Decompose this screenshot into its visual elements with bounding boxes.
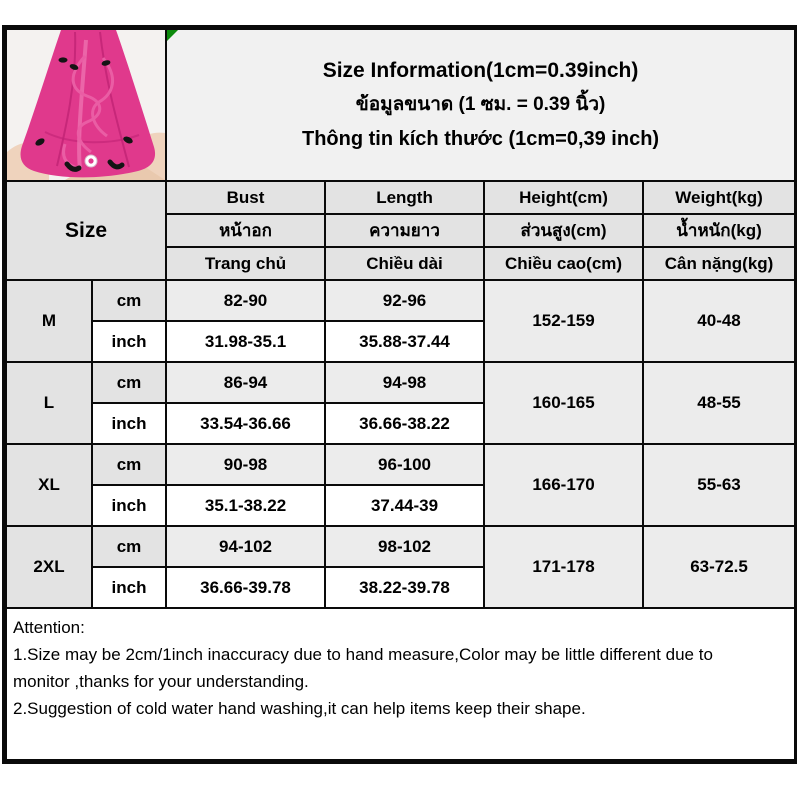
length-inch-2xl: 38.22-39.78 [324,566,486,609]
weight-m: 40-48 [642,279,797,363]
unit-label-inch: inch [90,566,168,609]
title-thai: ข้อมูลขนาด (1 ซม. = 0.39 นิ้ว) [355,94,606,115]
header-row-vi: Trang chủ Chiều dài Chiều cao(cm) Cân nặ… [6,246,797,281]
bust-cm-m: 82-90 [165,279,327,322]
bust-cm-l: 86-94 [165,361,327,404]
size-chart-sheet: Size Information(1cm=0.39inch) ข้อมูลขนา… [2,25,797,764]
unit-label-inch: inch [90,484,168,527]
col-header-weight-en: Weight(kg) [642,180,797,215]
attention-note: Attention: 1.Size may be 2cm/1inch inacc… [4,607,797,761]
col-header-length-vi: Chiều dài [324,246,486,281]
size-header: Size [4,180,168,281]
col-header-bust-en: Bust [165,180,327,215]
length-cm-xl: 96-100 [324,443,486,486]
weight-l: 48-55 [642,361,797,445]
size-label-m: M [5,279,93,363]
table-row-xl-inch: inch 35.1-38.22 37.44-39 [6,484,795,527]
bust-inch-m: 31.98-35.1 [165,320,327,363]
length-cm-l: 94-98 [324,361,486,404]
attention-row: Attention: 1.Size may be 2cm/1inch inacc… [4,607,797,761]
attention-line: 2.Suggestion of cold water hand washing,… [13,699,586,718]
length-inch-l: 36.66-38.22 [324,402,486,445]
col-header-height-th: ส่วนสูง(cm) [483,213,645,248]
header-row-th: หน้าอก ความยาว ส่วนสูง(cm) น้ำหนัก(kg) [6,213,797,248]
col-header-height-vi: Chiều cao(cm) [483,246,645,281]
title-row: Size Information(1cm=0.39inch) ข้อมูลขนา… [4,28,797,182]
unit-label-cm: cm [90,279,168,322]
height-2xl: 171-178 [483,525,645,609]
col-header-length-th: ความยาว [324,213,486,248]
table-row-2xl-cm: 2XL cm 94-102 98-102 171-178 63-72.5 [5,525,797,609]
attention-line: monitor ,thanks for your understanding. [13,672,309,691]
unit-label-inch: inch [90,402,168,445]
length-cm-2xl: 98-102 [324,525,486,568]
size-table: Size Information(1cm=0.39inch) ข้อมูลขนา… [4,28,797,761]
unit-label-inch: inch [90,320,168,363]
col-header-weight-vi: Cân nặng(kg) [642,246,797,281]
bust-inch-2xl: 36.66-39.78 [165,566,327,609]
size-label-xl: XL [5,443,93,527]
col-header-bust-vi: Trang chủ [165,246,327,281]
size-label-2xl: 2XL [5,525,93,609]
bust-inch-xl: 35.1-38.22 [165,484,327,527]
attention-heading: Attention: [13,618,85,637]
height-m: 152-159 [483,279,645,363]
title-english: Size Information(1cm=0.39inch) [322,59,639,82]
col-header-bust-th: หน้าอก [165,213,327,248]
height-l: 160-165 [483,361,645,445]
unit-label-cm: cm [90,443,168,486]
length-inch-m: 35.88-37.44 [324,320,486,363]
header-row-en: Size Bust Length Height(cm) Weight(kg) [4,180,797,281]
col-header-height-en: Height(cm) [483,180,645,215]
product-photo-cell [4,28,168,182]
bust-inch-l: 33.54-36.66 [165,402,327,445]
green-corner-mark [168,31,179,41]
attention-line: 1.Size may be 2cm/1inch inaccuracy due t… [13,645,713,664]
weight-xl: 55-63 [642,443,797,527]
length-inch-xl: 37.44-39 [324,484,486,527]
product-photo [8,31,165,179]
table-row-m-cm: M cm 82-90 92-96 152-159 40-48 [5,279,797,363]
table-row-xl-cm: XL cm 90-98 96-100 166-170 55-63 [5,443,797,527]
table-row-l-inch: inch 33.54-36.66 36.66-38.22 [6,402,795,445]
length-cm-m: 92-96 [324,279,486,322]
col-header-length-en: Length [324,180,486,215]
title-vietnamese: Thông tin kích thước (1cm=0,39 inch) [301,128,660,150]
unit-label-cm: cm [90,361,168,404]
weight-2xl: 63-72.5 [642,525,797,609]
height-xl: 166-170 [483,443,645,527]
table-row-2xl-inch: inch 36.66-39.78 38.22-39.78 [6,566,795,609]
bust-cm-xl: 90-98 [165,443,327,486]
table-row-l-cm: L cm 86-94 94-98 160-165 48-55 [5,361,797,445]
bust-cm-2xl: 94-102 [165,525,327,568]
col-header-weight-th: น้ำหนัก(kg) [642,213,797,248]
size-label-l: L [5,361,93,445]
unit-label-cm: cm [90,525,168,568]
title-block: Size Information(1cm=0.39inch) ข้อมูลขนา… [165,28,797,182]
table-row-m-inch: inch 31.98-35.1 35.88-37.44 [6,320,795,363]
